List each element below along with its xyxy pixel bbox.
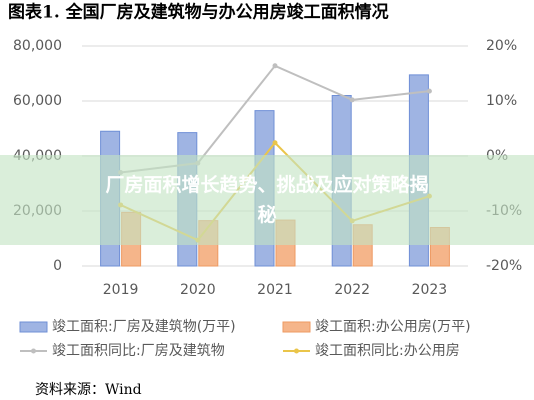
legend-label: 竣工面积同比:办公用房 bbox=[315, 343, 460, 359]
legend-label: 竣工面积:办公用房(万平) bbox=[315, 319, 471, 335]
banner-title: 厂房面积增长趋势、挑战及应对策略揭秘 bbox=[105, 174, 429, 226]
legend-swatch bbox=[19, 321, 48, 333]
y-tick-label: 80,000 bbox=[13, 38, 62, 54]
line-marker bbox=[349, 97, 355, 103]
y-tick-label: 60,000 bbox=[13, 93, 62, 109]
banner bbox=[0, 155, 534, 245]
x-tick-label: 2021 bbox=[257, 282, 293, 298]
source: 资料来源：Wind bbox=[35, 382, 142, 398]
legend-marker bbox=[31, 348, 36, 354]
y2-tick-label: 10% bbox=[486, 93, 517, 109]
line-marker bbox=[272, 140, 278, 146]
y-tick-label: 0 bbox=[53, 258, 62, 274]
line-marker bbox=[272, 63, 278, 69]
x-tick-label: 2019 bbox=[103, 282, 139, 298]
x-tick-label: 2023 bbox=[412, 282, 448, 298]
legend-label: 竣工面积同比:厂房及建筑物 bbox=[52, 343, 225, 359]
y2-tick-label: 20% bbox=[486, 38, 517, 54]
line-marker bbox=[426, 88, 432, 94]
legend-swatch bbox=[282, 321, 311, 333]
legend-marker bbox=[294, 348, 299, 354]
y2-tick-label: -20% bbox=[486, 258, 522, 274]
x-tick-label: 2022 bbox=[334, 282, 370, 298]
legend-label: 竣工面积:厂房及建筑物(万平) bbox=[52, 319, 236, 335]
x-tick-label: 2020 bbox=[180, 282, 216, 298]
chart-title: 图表1. 全国厂房及建筑物与办公用房竣工面积情况 bbox=[8, 2, 389, 23]
